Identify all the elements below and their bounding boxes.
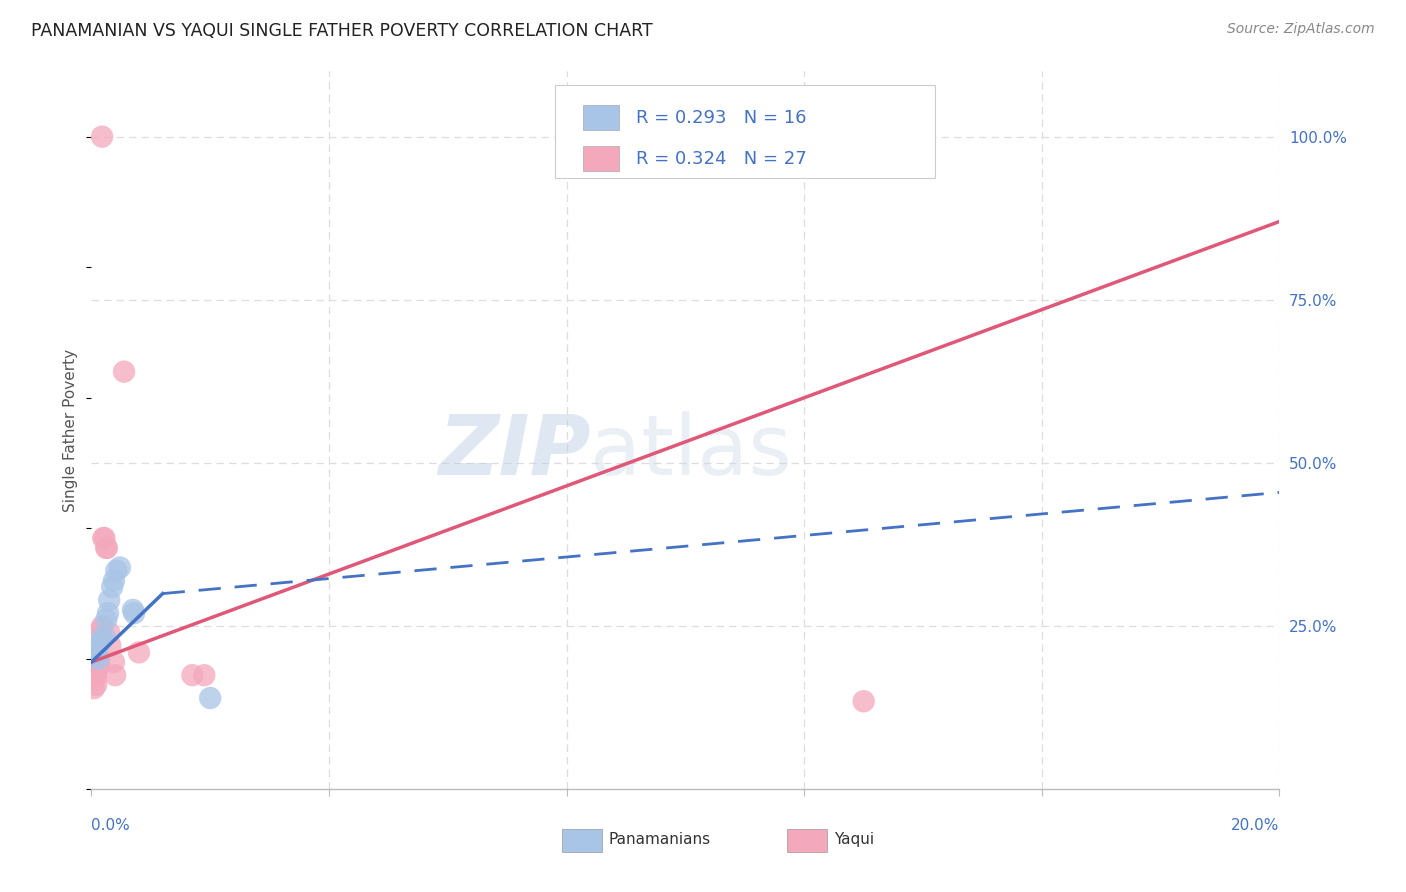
Point [193,668,215,682]
Point [84,668,107,682]
Text: R = 0.324   N = 27: R = 0.324 N = 27 [636,150,806,168]
Point [93,531,115,545]
Point [87,658,110,673]
Text: 20.0%: 20.0% [1232,818,1279,832]
Point [91,632,114,647]
Point [86,642,108,657]
Point [200,691,222,706]
Point [84,648,107,663]
Text: atlas: atlas [591,411,792,492]
Point [97,606,120,620]
Point [84,668,107,682]
Point [91,129,114,144]
Point [103,574,125,588]
Text: 0.0%: 0.0% [91,818,131,832]
Point [852,694,875,708]
Point [89,629,111,643]
Point [101,580,124,594]
Point [104,668,127,682]
Point [122,603,145,617]
Point [105,564,128,578]
Point [87,655,110,669]
Point [84,672,107,686]
Point [122,606,145,620]
Point [86,662,108,676]
Point [103,655,125,669]
Text: PANAMANIAN VS YAQUI SINGLE FATHER POVERTY CORRELATION CHART: PANAMANIAN VS YAQUI SINGLE FATHER POVERT… [31,22,652,40]
Text: Yaqui: Yaqui [834,832,875,847]
Point [108,560,131,574]
Point [98,593,121,607]
Text: ZIP: ZIP [437,411,591,492]
Point [96,541,118,555]
Point [112,365,135,379]
Text: Source: ZipAtlas.com: Source: ZipAtlas.com [1227,22,1375,37]
Point [89,635,111,649]
Point [84,678,107,692]
Point [90,623,112,637]
Y-axis label: Single Father Poverty: Single Father Poverty [63,349,79,512]
Point [86,662,108,676]
Point [98,625,121,640]
Point [100,639,122,653]
Point [96,613,118,627]
Text: Panamanians: Panamanians [609,832,711,847]
Point [91,531,114,545]
Point [86,648,108,663]
Point [83,681,105,696]
Point [181,668,204,682]
Point [96,541,118,555]
Point [128,645,150,659]
Text: R = 0.293   N = 16: R = 0.293 N = 16 [636,109,806,127]
Point [91,619,114,633]
Point [93,629,115,643]
Point [87,652,110,666]
